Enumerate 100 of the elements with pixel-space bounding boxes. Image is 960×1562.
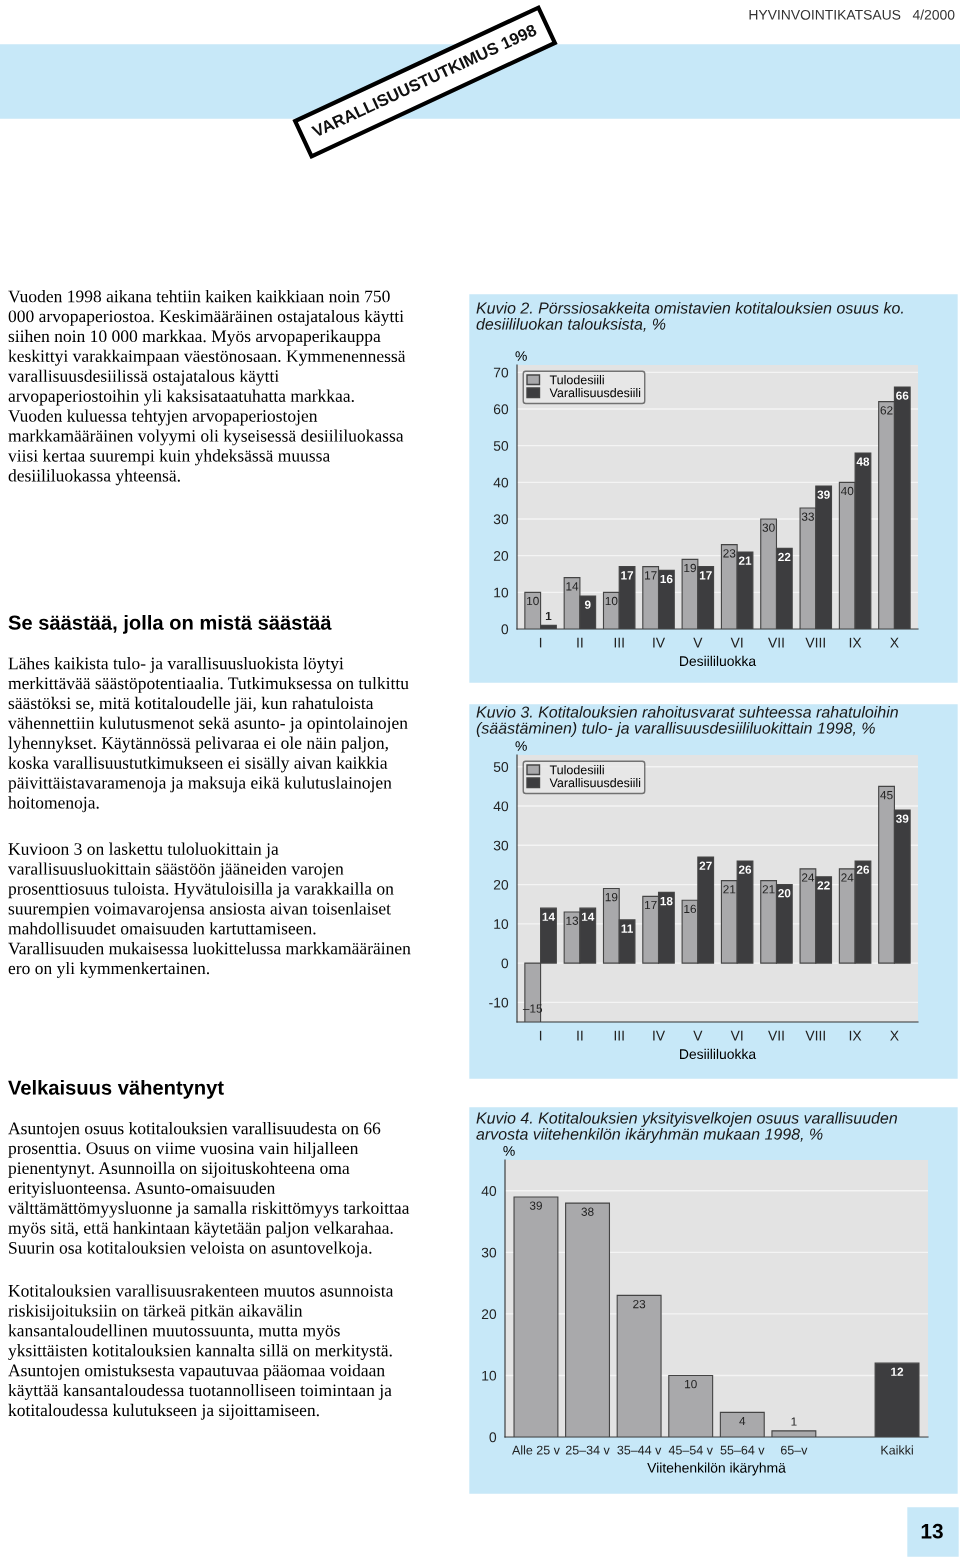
data-label: 24: [841, 873, 854, 882]
y-tick-label: 10: [482, 1370, 497, 1381]
y-tick-label: 30: [481, 1247, 497, 1258]
data-label: 26: [738, 865, 752, 874]
data-label: 1: [545, 611, 552, 621]
data-label: 33: [801, 512, 814, 521]
data-label: 19: [684, 563, 696, 573]
data-label: 23: [723, 549, 736, 558]
data-label: 14: [566, 582, 579, 591]
data-label: 38: [581, 1207, 594, 1216]
legend-label: Varallisuusdesiili: [549, 388, 641, 398]
data-label: 26: [856, 865, 870, 874]
x-tick-label: Alle 25 v: [512, 1445, 560, 1455]
data-label: 39: [895, 814, 909, 823]
x-tick-label: 45–54 v: [668, 1445, 713, 1455]
y-tick-label: -10: [489, 997, 509, 1008]
y-tick-label: 50: [493, 762, 509, 772]
data-label: 10: [605, 596, 618, 606]
x-tick-label: X: [890, 1030, 899, 1041]
x-tick-label: III: [614, 1030, 624, 1041]
x-tick-label: I: [539, 637, 542, 648]
x-tick-label: IV: [653, 1030, 666, 1041]
data-label: 22: [778, 552, 791, 562]
x-tick-label: 65–v: [780, 1445, 808, 1455]
chart-title: Kuvio 4. Kotitalouksien yksityisvelkojen osuus varallisuuden arvosta viitehenkilön ikäryhmän mukaan 1998, %: [476, 1112, 897, 1143]
bar: [668, 1374, 714, 1437]
y-axis-title: %: [515, 351, 527, 361]
data-label: 13: [566, 916, 579, 925]
data-label: 11: [621, 924, 633, 933]
bar: [719, 1411, 765, 1437]
data-label: 18: [660, 896, 673, 906]
x-tick-label: X: [890, 637, 899, 648]
data-label: 20: [778, 889, 791, 898]
y-tick-label: 10: [494, 919, 509, 930]
x-tick-label: 25–34 v: [565, 1445, 610, 1455]
y-axis-title: %: [503, 1146, 515, 1156]
data-label: 23: [633, 1299, 646, 1309]
y-tick-label: 60: [493, 404, 509, 415]
x-tick-label: II: [577, 637, 583, 648]
x-tick-label: Kaikki: [881, 1445, 913, 1455]
text: Se säästää, jolla on mistä säästää: [8, 615, 332, 634]
data-label: 21: [762, 885, 775, 894]
x-tick-label: IV: [653, 637, 666, 648]
x-tick-label: VII: [768, 637, 784, 648]
data-label: 39: [529, 1201, 542, 1210]
text: Velkaisuus vähentynyt: [8, 1080, 224, 1099]
data-label: 17: [645, 571, 657, 580]
data-label: 10: [685, 1379, 697, 1389]
x-tick-label: VI: [730, 1030, 743, 1041]
data-label: 30: [762, 523, 775, 532]
x-tick-label: V: [693, 637, 703, 648]
x-tick-label: VII: [768, 1030, 784, 1041]
y-tick-label: 10: [494, 587, 509, 598]
x-axis-title: Desiililuokka: [680, 1048, 757, 1060]
data-label: 10: [527, 596, 539, 606]
data-label: 14: [542, 912, 555, 921]
data-label: 16: [660, 574, 673, 584]
data-label: 17: [645, 900, 657, 910]
data-label: 22: [817, 881, 830, 890]
text: Kotitalouksien varallisuusrakenteen muutos asunnoista riskisijoituksiin on tärkeä pitkän aikavälin kansantaloudellinen muutossuunta, mutta myös yksittäisten kotitalouksien kannalta sillä on merkitystä. Asuntojen omistuksesta vapautuvaa pääomaa voidaan käyttää kansantaloudessa tuotannolliseen toimintaan ja kotitaloudessa kulutukseen ja sijoittamiseen.: [8, 1284, 394, 1420]
data-label: 9: [584, 600, 591, 609]
data-label: 39: [817, 490, 830, 499]
y-tick-label: 20: [493, 551, 509, 561]
y-tick-label: 0: [501, 958, 509, 969]
y-tick-label: 70: [493, 367, 509, 378]
x-tick-label: 55–64 v: [720, 1445, 765, 1455]
x-axis-title: Desiililuokka: [680, 655, 757, 667]
y-tick-label: 30: [493, 514, 509, 525]
legend-label: Tulodesiili: [549, 375, 604, 385]
y-tick-label: 50: [493, 441, 509, 451]
text: 13: [921, 1523, 943, 1539]
y-axis-title: %: [515, 741, 527, 751]
data-label: 4: [739, 1416, 746, 1426]
x-tick-label: IX: [849, 1030, 862, 1041]
data-label: 27: [699, 861, 712, 870]
data-label: 1: [791, 1417, 797, 1426]
x-tick-label: III: [614, 637, 624, 648]
data-label: 48: [856, 457, 870, 466]
x-tick-label: VIII: [805, 1030, 825, 1041]
bar: [616, 1294, 662, 1437]
y-tick-label: 0: [489, 1432, 497, 1443]
y-tick-label: 30: [493, 840, 509, 851]
bar: [513, 1196, 559, 1437]
data-label: 17: [621, 571, 634, 580]
chart-title: Kuvio 3. Kotitalouksien rahoitusvarat suhteessa rahatuloihin (säästäminen) tulo- ja varallisuusdesiililuokittain 1998, %: [476, 706, 898, 737]
chart-title: Kuvio 2. Pörssiosakkeita omistavien kotitalouksien osuus ko. desiililuokan talouksista, %: [476, 302, 903, 332]
x-tick-label: V: [693, 1030, 703, 1041]
legend-label: Tulodesiili: [549, 765, 604, 775]
data-label: 62: [880, 406, 893, 415]
data-label: 19: [605, 892, 618, 902]
text: Asuntojen osuus kotitalouksien varallisuudesta on 66 prosenttia. Osuus on viime vuosina vain hiljalleen pienentynyt. Asunnoilla on sijoituskohteena oma erityisluonteensa. Asunto-omaisuuden välttämättömyysluonne ja samalla riskittömyys tarkoittaa myös sitä, että hankintaan käytetään paljon velkarahaa. Suurin osa kotitalouksien veloista on asuntovelkoja.: [8, 1122, 410, 1258]
x-tick-label: VIII: [805, 637, 825, 648]
bar: [771, 1430, 817, 1437]
y-tick-label: 40: [481, 1186, 497, 1196]
y-tick-label: 40: [493, 801, 509, 812]
data-label: 17: [699, 571, 712, 580]
data-label: 40: [840, 486, 854, 496]
text: Kuvioon 3 on laskettu tuloluokittain ja varallisuusluokittain säästöön jääneiden varojen prosenttiosuus tuloista. Hyvätuloisilla ja varakkailla on suurempien voimavarojensa ansiosta aivan toisenlaiset mahdollisuudet omaisuuden kartuttamiseen. Varallisuuden mukaisessa luokittelussa markkamääräinen ero on yli kymmenkertainen.: [8, 842, 411, 978]
data-label: 16: [684, 904, 697, 914]
x-tick-label: I: [539, 1030, 542, 1041]
